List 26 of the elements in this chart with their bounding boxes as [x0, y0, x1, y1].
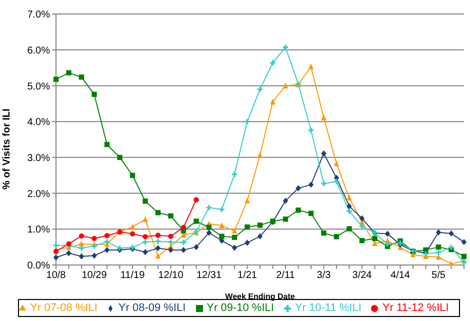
y-tick-label: 4.0% [27, 117, 50, 128]
x-tick-label: 10/29 [82, 270, 108, 282]
legend-label: Yr 10-11 %ILI [294, 302, 362, 314]
x-tick-label: 4/14 [390, 270, 410, 282]
legend-label: Yr 07-08 %ILI [30, 302, 98, 314]
x-tick-label: 3/24 [352, 270, 372, 282]
x-tick-label: 11/19 [120, 270, 146, 282]
x-tick-label: 1/21 [238, 270, 258, 282]
x-tick-label: 10/8 [46, 270, 66, 282]
y-tick-label: 1.0% [27, 224, 50, 236]
x-axis-title: Week Ending Date [225, 292, 296, 301]
y-tick-label: 7.0% [27, 10, 50, 21]
y-tick-label: 5.0% [27, 81, 50, 92]
legend-label: Yr 08-09 %ILI [118, 302, 186, 314]
x-tick-label: 2/11 [276, 270, 296, 282]
x-tick-label: 12/10 [158, 270, 184, 282]
legend-label: Yr 11-12 %ILI [382, 302, 449, 314]
y-axis-title: % of Visits for ILI [2, 108, 13, 190]
y-tick-label: 2.0% [27, 188, 50, 200]
y-tick-label: 6.0% [27, 45, 50, 56]
x-tick-label: 3/3 [316, 270, 332, 282]
x-tick-label: 12/31 [196, 270, 222, 282]
x-tick-label: 5/5 [432, 270, 446, 282]
y-tick-label: 3.0% [27, 152, 50, 164]
legend-label: Yr 09-10 %ILI [206, 302, 274, 314]
y-tick-label: 0.0% [27, 260, 50, 272]
